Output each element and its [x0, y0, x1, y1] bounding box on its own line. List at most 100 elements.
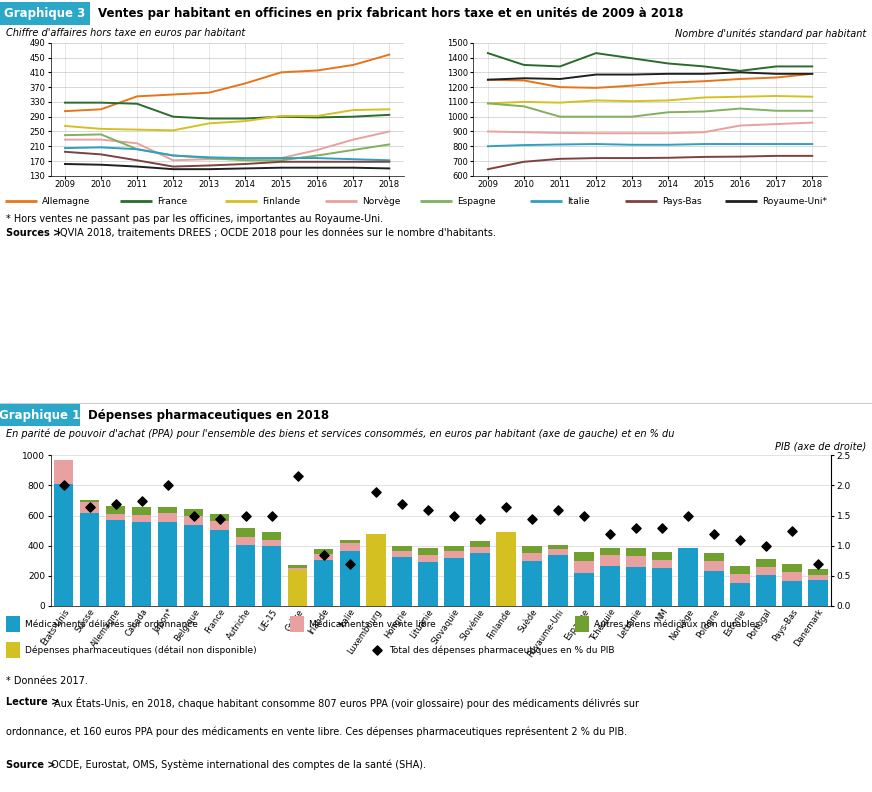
Bar: [444, 551, 464, 558]
Text: Aux États-Unis, en 2018, chaque habitant consomme 807 euros PPA (voir glossaire): Aux États-Unis, en 2018, chaque habitant…: [54, 697, 639, 709]
Bar: [575, 616, 589, 632]
Bar: [470, 541, 489, 547]
Point: [370, 644, 384, 657]
Bar: [626, 567, 645, 606]
Bar: [54, 485, 73, 606]
Text: Lecture >: Lecture >: [6, 697, 59, 707]
Bar: [548, 549, 568, 554]
Bar: [730, 573, 750, 583]
Bar: [470, 547, 489, 553]
Bar: [184, 516, 203, 524]
Bar: [340, 539, 359, 543]
Bar: [314, 560, 333, 606]
Bar: [132, 522, 152, 606]
Bar: [782, 564, 801, 572]
Bar: [106, 514, 126, 520]
Bar: [0, 2, 90, 25]
Point: [421, 503, 435, 516]
Point: [473, 512, 487, 525]
Bar: [106, 520, 126, 606]
Point: [577, 509, 591, 522]
Text: Finlande: Finlande: [262, 196, 300, 206]
Bar: [548, 554, 568, 606]
Point: [369, 485, 383, 498]
Bar: [132, 507, 152, 515]
Point: [655, 521, 669, 534]
Bar: [782, 572, 801, 581]
Bar: [158, 507, 177, 512]
Bar: [705, 570, 724, 606]
Bar: [808, 569, 828, 575]
Text: Espagne: Espagne: [457, 196, 495, 206]
Bar: [600, 555, 620, 566]
Bar: [392, 557, 412, 606]
Point: [83, 501, 97, 513]
Bar: [210, 530, 229, 606]
Text: PIB (axe de droite): PIB (axe de droite): [774, 442, 866, 451]
Bar: [756, 559, 776, 567]
Point: [57, 479, 71, 492]
Text: Dépenses pharmaceutiques (détail non disponible): Dépenses pharmaceutiques (détail non dis…: [25, 645, 256, 655]
Bar: [158, 523, 177, 606]
Bar: [782, 581, 801, 606]
Text: Chiffre d'affaires hors taxe en euros par habitant: Chiffre d'affaires hors taxe en euros pa…: [6, 29, 245, 38]
Bar: [340, 551, 359, 606]
Bar: [600, 566, 620, 606]
Bar: [106, 506, 126, 514]
Bar: [158, 512, 177, 523]
Bar: [522, 546, 542, 553]
Bar: [80, 502, 99, 512]
Bar: [705, 562, 724, 570]
Text: Ventes par habitant en officines en prix fabricant hors taxe et en unités de 200: Ventes par habitant en officines en prix…: [98, 7, 684, 20]
Point: [446, 509, 460, 522]
Bar: [808, 580, 828, 606]
Text: Graphique 3: Graphique 3: [4, 7, 85, 20]
Point: [109, 497, 123, 510]
Bar: [392, 546, 412, 551]
Bar: [808, 575, 828, 580]
Bar: [314, 550, 333, 554]
Point: [785, 524, 799, 537]
Bar: [288, 569, 308, 573]
Point: [187, 509, 201, 522]
Bar: [80, 500, 99, 502]
Text: Autres biens médicaux non durables: Autres biens médicaux non durables: [594, 619, 760, 629]
Text: * Hors ventes ne passant pas par les officines, importantes au Royaume-Uni.: * Hors ventes ne passant pas par les off…: [6, 214, 383, 224]
Text: Royaume-Uni*: Royaume-Uni*: [762, 196, 827, 206]
Bar: [652, 552, 671, 560]
Point: [265, 509, 279, 522]
Bar: [652, 560, 671, 569]
Text: OCDE, Eurostat, OMS, Système international des comptes de la santé (SHA).: OCDE, Eurostat, OMS, Système internation…: [48, 760, 426, 771]
Point: [395, 497, 409, 510]
Bar: [705, 553, 724, 562]
Text: Allemagne: Allemagne: [42, 196, 91, 206]
Point: [811, 558, 825, 570]
Bar: [366, 534, 385, 606]
Bar: [548, 545, 568, 549]
Bar: [522, 553, 542, 562]
Point: [134, 494, 148, 507]
Bar: [652, 569, 671, 606]
Bar: [0, 404, 80, 426]
Bar: [600, 548, 620, 555]
Bar: [290, 616, 304, 632]
Bar: [756, 575, 776, 606]
Point: [213, 512, 227, 525]
Bar: [184, 524, 203, 606]
Bar: [262, 540, 282, 546]
Bar: [418, 554, 438, 562]
Text: Graphique 1: Graphique 1: [0, 409, 80, 421]
Text: Pays-Bas: Pays-Bas: [662, 196, 702, 206]
Point: [551, 503, 565, 516]
Text: Total des dépenses pharmaceutiques en % du PIB: Total des dépenses pharmaceutiques en % …: [389, 645, 615, 655]
Text: En parité de pouvoir d'achat (PPA) pour l'ensemble des biens et services consomm: En parité de pouvoir d'achat (PPA) pour …: [6, 428, 674, 440]
Bar: [54, 460, 73, 485]
Bar: [392, 551, 412, 557]
Bar: [262, 532, 282, 540]
Text: ordonnance, et 160 euros PPA pour des médicaments en vente libre. Ces dépenses p: ordonnance, et 160 euros PPA pour des mé…: [6, 726, 627, 737]
Bar: [6, 616, 20, 632]
Bar: [6, 642, 20, 658]
Point: [317, 548, 330, 561]
Point: [343, 558, 357, 570]
Text: Nombre d'unités standard par habitant: Nombre d'unités standard par habitant: [675, 28, 866, 39]
